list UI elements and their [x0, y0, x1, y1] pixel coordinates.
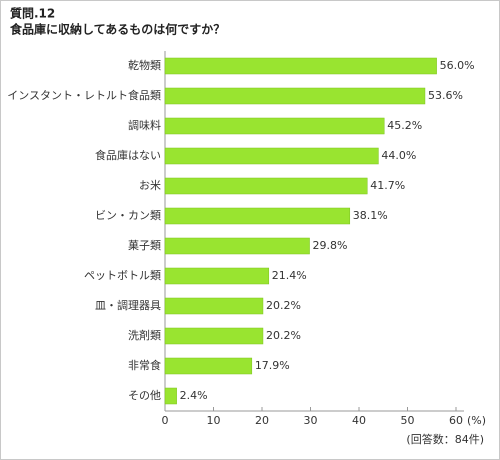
- value-label: 2.4%: [180, 389, 208, 402]
- y-tick-label: お米: [139, 179, 161, 192]
- bar: [164, 357, 253, 375]
- bar: [164, 327, 264, 345]
- y-tick-label: 菓子類: [128, 239, 161, 252]
- value-label: 21.4%: [272, 269, 307, 282]
- y-tick-label: 乾物類: [128, 58, 161, 72]
- value-label: 44.0%: [381, 149, 416, 162]
- x-axis-unit: (%): [467, 414, 486, 427]
- value-label: 17.9%: [255, 359, 290, 372]
- bar: [164, 267, 270, 285]
- bar: [164, 177, 368, 195]
- x-tick-label: 0: [162, 414, 169, 427]
- y-tick-label: 皿・調理器具: [95, 298, 161, 312]
- y-tick-label: 食品庫はない: [95, 148, 161, 162]
- value-label: 20.2%: [266, 329, 301, 342]
- y-tick-label: ペットボトル類: [84, 269, 161, 282]
- bar: [164, 387, 177, 405]
- x-tick-label: 60: [449, 414, 463, 427]
- value-label: 20.2%: [266, 299, 301, 312]
- y-tick-label: ビン・カン類: [95, 209, 161, 222]
- bar: [164, 237, 310, 255]
- x-tick-label: 10: [207, 414, 221, 427]
- value-label: 29.8%: [313, 239, 348, 252]
- chart-title: 質問.12: [10, 6, 55, 21]
- bar: [164, 207, 351, 225]
- value-label: 53.6%: [428, 89, 463, 102]
- value-label: 45.2%: [387, 119, 422, 132]
- x-tick-label: 50: [401, 414, 415, 427]
- x-tick-label: 30: [304, 414, 318, 427]
- bar: [164, 147, 379, 165]
- y-tick-label: 調味料: [128, 118, 161, 132]
- bar: [164, 57, 437, 75]
- bar: [164, 87, 426, 105]
- x-tick-label: 40: [352, 414, 366, 427]
- chart-subtitle: 食品庫に収納してあるものは何ですか？: [9, 22, 225, 37]
- x-tick-label: 20: [255, 414, 269, 427]
- value-label: 41.7%: [370, 179, 405, 192]
- note: (回答数：84件): [406, 432, 484, 446]
- y-tick-label: 洗剤類: [128, 328, 161, 342]
- bar: [164, 297, 264, 315]
- bar: [164, 117, 385, 135]
- value-label: 56.0%: [440, 59, 475, 72]
- y-tick-label: 非常食: [128, 358, 161, 372]
- value-label: 38.1%: [353, 209, 388, 222]
- y-tick-label: インスタント・レトルト食品類: [7, 88, 161, 102]
- y-tick-label: その他: [128, 389, 161, 402]
